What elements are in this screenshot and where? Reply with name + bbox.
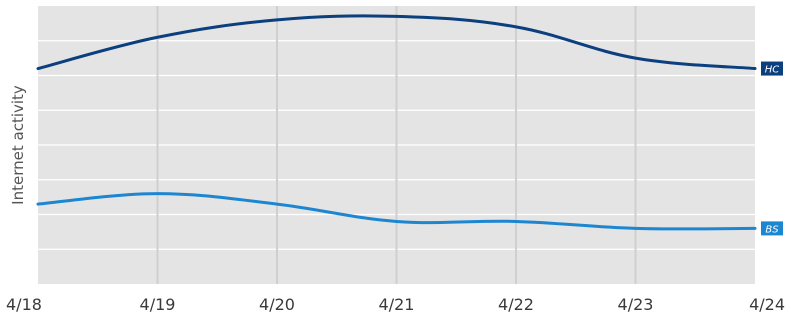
x-tick-label: 4/24 xyxy=(749,295,785,314)
series-tag-box xyxy=(761,221,783,236)
x-tick-label: 4/18 xyxy=(6,295,42,314)
y-axis-label: Internet activity xyxy=(9,85,27,205)
x-tick-label: 4/19 xyxy=(140,295,176,314)
x-tick-label: 4/20 xyxy=(259,295,295,314)
series-tags: HC BS xyxy=(761,61,783,236)
series-line-bs xyxy=(36,192,757,231)
x-tick-label: 4/22 xyxy=(498,295,534,314)
series-lines xyxy=(36,14,757,231)
series-tag-box xyxy=(761,61,783,76)
series-line-hc xyxy=(36,14,757,71)
series-tag-label: HC xyxy=(765,65,780,76)
x-tick-label: 4/23 xyxy=(618,295,654,314)
x-axis-tick-labels: 4/18 4/19 4/20 4/21 4/22 4/23 4/24 xyxy=(6,295,785,314)
series-tag-hc: HC xyxy=(761,61,783,76)
vertical-gridlines xyxy=(156,6,637,284)
series-tag-bs: BS xyxy=(761,221,783,236)
x-tick-label: 4/21 xyxy=(379,295,415,314)
series-tag-label: BS xyxy=(765,224,779,235)
